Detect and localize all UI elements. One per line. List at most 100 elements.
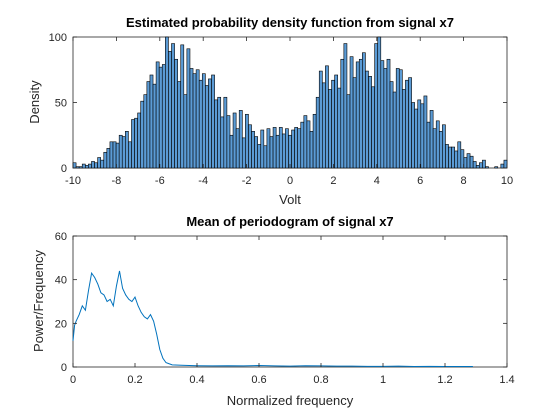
histogram-xtick-label: 4 [374, 175, 380, 187]
histogram-bar [478, 162, 483, 169]
histogram-bar [149, 74, 154, 169]
histogram-bar [226, 115, 231, 169]
histogram-xtick-label: 10 [501, 175, 513, 187]
periodogram-title: Mean of periodogram of signal x7 [186, 214, 393, 229]
histogram-bar [380, 60, 385, 169]
histogram-bar [358, 58, 363, 169]
histogram-bar [81, 163, 86, 169]
histogram-bar [402, 89, 406, 169]
histogram-bar [426, 121, 431, 169]
histogram-bar [235, 128, 240, 169]
histogram-bar [429, 110, 434, 169]
histogram-bar [328, 89, 332, 169]
histogram-xtick-label: 2 [330, 175, 336, 187]
histogram-bar [238, 110, 243, 169]
histogram-bar [365, 70, 369, 169]
histogram-bar [229, 134, 234, 169]
histogram-bar [177, 81, 182, 169]
histogram-bar [414, 108, 419, 169]
histogram-bar [241, 137, 246, 169]
histogram-bars [72, 36, 508, 169]
histogram-bar [220, 116, 225, 169]
histogram-bar [445, 144, 449, 169]
histogram-bar [208, 78, 212, 169]
histogram-bar [349, 56, 354, 169]
histogram-xtick-label: -2 [242, 175, 252, 187]
histogram-bar [294, 127, 298, 169]
histogram-bar [88, 163, 92, 169]
histogram-bar [291, 129, 295, 169]
histogram-bar [343, 43, 348, 169]
histogram-xtick-label: -6 [155, 175, 165, 187]
histogram-bar [134, 117, 138, 169]
histogram-bar [272, 127, 277, 169]
histogram-bar [140, 100, 145, 169]
histogram-bar [278, 127, 283, 169]
histogram-bar [85, 165, 89, 169]
histogram-bar [300, 121, 305, 169]
histogram-bar [318, 70, 323, 169]
histogram-bar [469, 155, 474, 169]
histogram-xtick-label: 0 [287, 175, 293, 187]
periodogram-chart: 0 0.2 0.4 0.6 0.8 1 1.2 1.4 0 20 40 60 Mean of peri… [31, 214, 515, 408]
histogram-bar [109, 141, 114, 169]
histogram-bar [128, 141, 132, 169]
periodogram-ticks: 0 0.2 0.4 0.6 0.8 1 1.2 1.4 0 20 40 60 [55, 231, 515, 386]
histogram-bar [192, 73, 197, 169]
histogram-bar [282, 133, 286, 169]
periodogram-ytick-label: 20 [55, 318, 67, 330]
histogram-bar [180, 44, 185, 169]
histogram-bar [263, 145, 268, 169]
histogram-bar [448, 146, 452, 169]
histogram-bar [494, 166, 499, 169]
histogram-bar [371, 86, 375, 169]
histogram-bar [103, 151, 108, 169]
histogram-bar [152, 83, 157, 169]
periodogram-xtick-label: 0.6 [251, 374, 266, 386]
histogram-bar [198, 79, 203, 169]
histogram-bar [389, 81, 394, 169]
periodogram-ytick-label: 60 [55, 231, 67, 243]
histogram-bar [161, 64, 166, 169]
histogram-ylabel: Density [27, 80, 42, 124]
histogram-bar [205, 85, 209, 169]
histogram-bar [306, 120, 311, 169]
histogram-bar [186, 48, 191, 169]
histogram-bar [195, 69, 200, 169]
histogram-ytick-label: 0 [61, 163, 67, 175]
periodogram-line [72, 270, 473, 368]
histogram-bar [232, 112, 237, 169]
periodogram-xtick-label: 0.4 [189, 374, 204, 386]
periodogram-xtick-label: 0.2 [127, 374, 142, 386]
histogram-bar [355, 61, 360, 169]
histogram-bar [457, 141, 462, 169]
histogram-bar [438, 131, 443, 169]
histogram-bar [183, 94, 188, 169]
histogram-bar [420, 103, 425, 169]
histogram-bar [171, 43, 175, 169]
histogram-bar [112, 141, 117, 169]
histogram-bar [315, 96, 320, 169]
histogram-bar [143, 94, 148, 169]
histogram-bar [322, 82, 326, 169]
histogram-bar [211, 74, 215, 169]
histogram-bar [398, 69, 403, 169]
histogram-bar [408, 77, 412, 169]
periodogram-plot-area [72, 235, 508, 368]
histogram-bar [269, 136, 274, 169]
histogram-bar [72, 162, 77, 169]
histogram-bar [146, 81, 151, 169]
histogram-bar [251, 131, 255, 169]
histogram-bar [125, 131, 129, 169]
histogram-ytick-label: 100 [49, 32, 67, 44]
histogram-bar [423, 95, 428, 169]
histogram-bar [297, 128, 302, 169]
histogram-bar [334, 74, 339, 169]
histogram-bar [266, 128, 271, 169]
histogram-ytick-label: 50 [55, 98, 67, 110]
histogram-bar [275, 134, 280, 169]
histogram-bar [260, 129, 265, 169]
histogram-bar [137, 112, 142, 169]
